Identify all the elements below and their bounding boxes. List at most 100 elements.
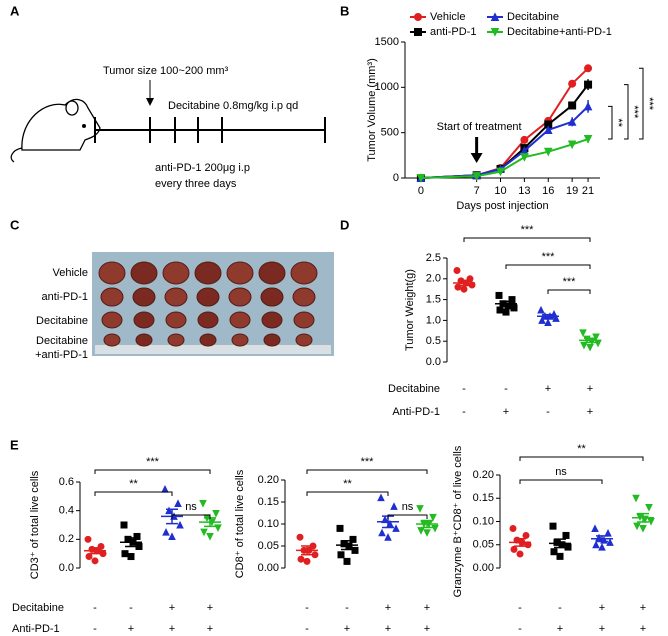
tumor xyxy=(229,311,251,329)
marker xyxy=(390,502,398,510)
y-tick-label: 1.0 xyxy=(426,314,441,326)
marker xyxy=(502,308,510,316)
x-tick-label: 21 xyxy=(582,185,594,197)
marker xyxy=(584,80,593,89)
treatment-sign: - xyxy=(546,406,550,418)
significance-label: ns xyxy=(402,501,414,513)
sem-bar xyxy=(584,337,596,344)
marker xyxy=(336,524,344,532)
marker xyxy=(161,485,169,493)
significance-label: *** xyxy=(542,251,556,263)
marker xyxy=(176,520,184,529)
tumor xyxy=(260,287,284,307)
treatment-sign: + xyxy=(557,623,563,635)
legend-label: Decitabine+anti-PD-1 xyxy=(507,26,612,38)
x-tick-label: 10 xyxy=(494,185,506,197)
marker xyxy=(297,555,305,563)
x-tick-label: 19 xyxy=(566,185,578,197)
significance-label: ** xyxy=(343,478,352,490)
tumor xyxy=(258,261,286,285)
significance-label: *** xyxy=(521,224,535,236)
treatment-sign: + xyxy=(599,602,605,614)
row-label: Decitabine xyxy=(36,315,88,327)
y-tick-label: 0.10 xyxy=(258,518,279,530)
marker xyxy=(580,341,588,350)
treatment-sign: + xyxy=(128,623,134,635)
significance-bracket xyxy=(171,514,211,519)
marker xyxy=(510,545,518,553)
marker xyxy=(490,12,500,21)
sem-bar xyxy=(500,300,512,308)
treatment-sign: - xyxy=(305,602,309,614)
tumor xyxy=(100,287,124,307)
marker xyxy=(127,553,135,561)
treatment-sign: - xyxy=(345,602,349,614)
sem-bar xyxy=(554,538,566,549)
marker xyxy=(586,343,594,352)
marker xyxy=(460,285,468,293)
x-tick-label: 0 xyxy=(418,185,424,197)
marker xyxy=(165,506,173,515)
marker xyxy=(639,524,647,533)
y-axis-label: Tumor Weight(g) xyxy=(404,269,416,351)
significance-label: ns xyxy=(185,501,197,513)
sem-bar xyxy=(301,545,313,556)
marker xyxy=(423,529,431,537)
marker xyxy=(351,546,359,554)
marker xyxy=(212,510,220,518)
significance-bracket xyxy=(306,491,389,496)
marker xyxy=(429,513,437,522)
marker xyxy=(598,542,606,551)
tumor xyxy=(167,333,185,347)
marker xyxy=(633,522,641,531)
marker xyxy=(417,527,425,535)
significance-bracket xyxy=(387,514,428,519)
significance-label: ** xyxy=(612,118,624,127)
row-label: +anti-PD-1 xyxy=(35,349,88,361)
y-tick-label: 0.4 xyxy=(59,505,74,517)
x-tick-label: 7 xyxy=(474,185,480,197)
treatment-sign: + xyxy=(640,623,646,635)
marker xyxy=(453,266,461,274)
significance-bracket xyxy=(94,491,173,496)
marker xyxy=(583,101,593,111)
sem-bar xyxy=(458,279,470,287)
marker xyxy=(392,524,400,532)
antipd1-label: anti-PD-1 200μg i.p xyxy=(155,162,250,174)
y-tick-label: 0.6 xyxy=(59,476,74,488)
marker xyxy=(303,557,311,565)
sem-bar xyxy=(514,537,526,547)
size-label: Tumor size 100~200 mm³ xyxy=(103,65,229,77)
treatment-label: Decitabine xyxy=(388,383,440,395)
significance-bracket xyxy=(519,479,603,484)
significance-bracket xyxy=(547,289,591,294)
treatment-sign: - xyxy=(129,602,133,614)
antipd1-label: every three days xyxy=(155,178,237,190)
marker xyxy=(416,174,426,183)
marker xyxy=(133,532,141,540)
significance-label: ** xyxy=(577,443,586,455)
y-axis-label: Granzyme B⁺CD8⁺ of live cells xyxy=(452,445,464,597)
treatment-sign: - xyxy=(558,602,562,614)
marker xyxy=(606,538,614,546)
marker xyxy=(496,306,504,314)
treatment-sign: + xyxy=(503,406,509,418)
marker xyxy=(414,13,422,21)
tumor xyxy=(199,333,217,347)
tumor xyxy=(162,261,190,285)
treatment-label: Anti-PD-1 xyxy=(12,623,60,635)
marker xyxy=(384,533,392,541)
marker xyxy=(431,524,439,533)
treatment-sign: + xyxy=(587,406,593,418)
decitabine-label: Decitabine 0.8mg/kg i.p qd xyxy=(168,100,298,112)
marker xyxy=(337,551,345,559)
significance-label: *** xyxy=(146,456,160,468)
marker xyxy=(567,140,577,150)
marker xyxy=(552,314,560,322)
row-label: Decitabine xyxy=(36,335,88,347)
significance-label: *** xyxy=(628,105,640,119)
marker xyxy=(567,117,577,126)
marker xyxy=(549,522,557,530)
y-tick-label: 0.00 xyxy=(258,562,279,574)
y-tick-label: 0.00 xyxy=(473,562,494,574)
